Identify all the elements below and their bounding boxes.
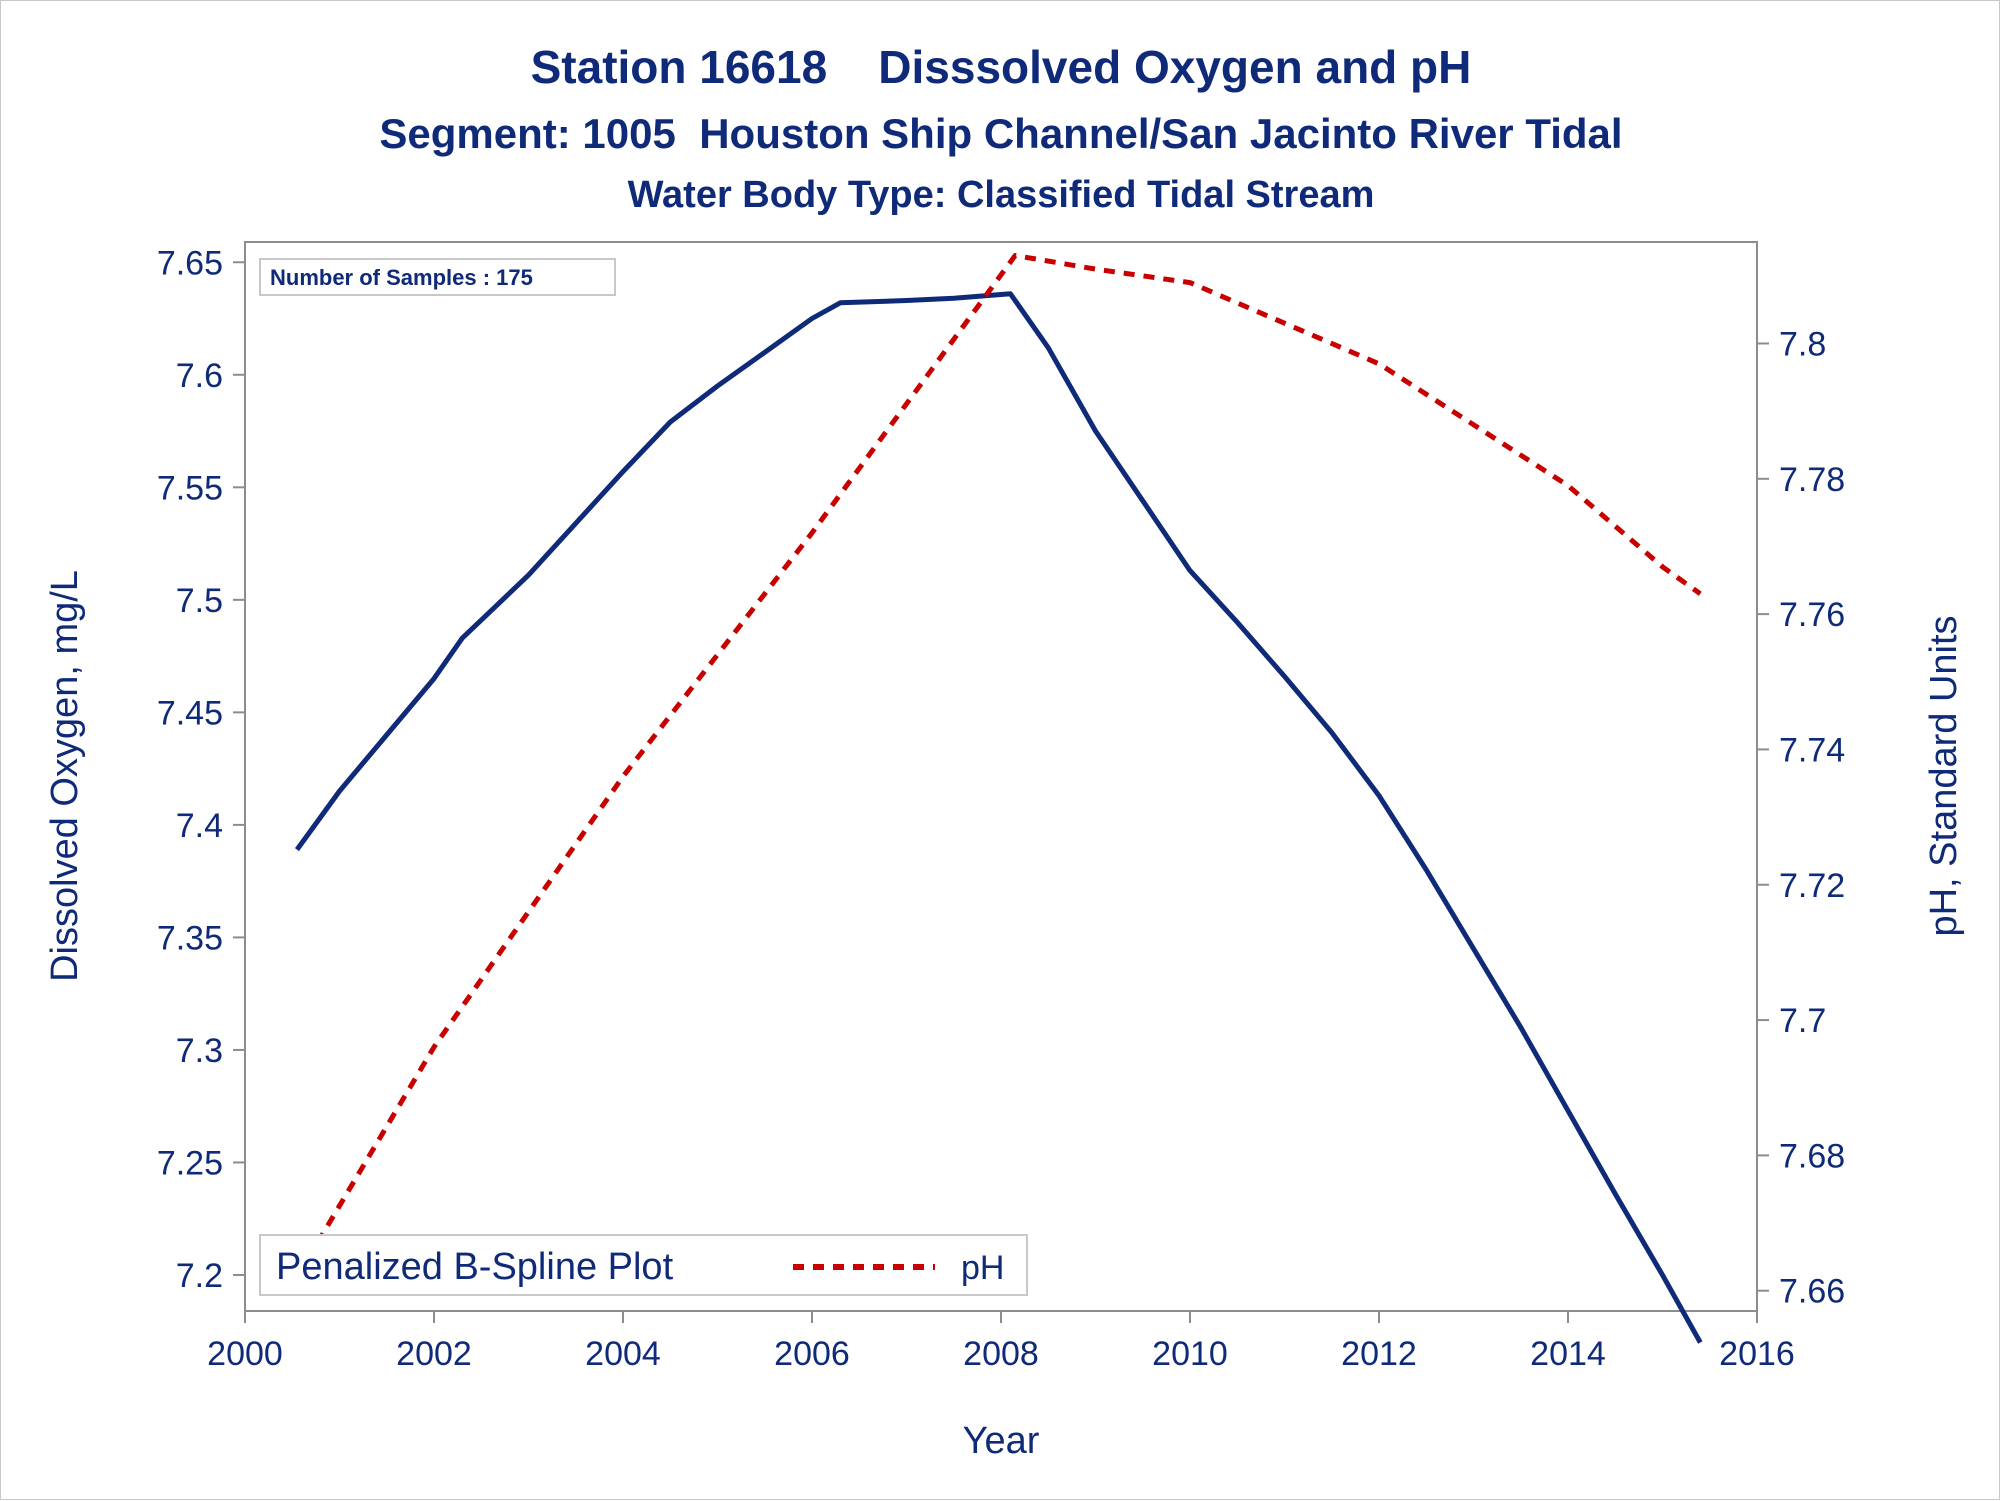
chart-title: Station 16618 Disssolved Oxygen and pH xyxy=(531,41,1472,93)
chart-subtitle-2: Water Body Type: Classified Tidal Stream xyxy=(628,174,1375,216)
inset-box xyxy=(259,258,616,296)
y-tick-label: 7.35 xyxy=(157,919,223,957)
x-tick-label: 2004 xyxy=(585,1335,661,1373)
x-tick-label: 2006 xyxy=(774,1335,850,1373)
y2-axis-label: pH, Standard Units xyxy=(1923,615,1965,936)
y-tick-label: 7.65 xyxy=(157,244,223,282)
x-tick-label: 2016 xyxy=(1719,1335,1795,1373)
x-tick-label: 2000 xyxy=(207,1335,283,1373)
y2-tick-label: 7.66 xyxy=(1779,1273,1845,1311)
y-tick-label: 7.6 xyxy=(176,357,223,395)
y-tick-label: 7.4 xyxy=(176,807,223,845)
legend-title: Penalized B-Spline Plot xyxy=(276,1246,674,1288)
sample-count-text: Number of Samples : 175 xyxy=(270,265,533,290)
x-tick-label: 2008 xyxy=(963,1335,1039,1373)
x-axis: 2000 2002 2004 2006 2008 2010 2012 2014 2016 xyxy=(207,1311,1795,1373)
y2-tick-label: 7.76 xyxy=(1779,596,1845,634)
y-tick-label: 7.45 xyxy=(157,694,223,732)
y-tick-label: 7.3 xyxy=(176,1032,223,1070)
x-axis-label: Year xyxy=(963,1420,1040,1462)
x-tick-label: 2010 xyxy=(1152,1335,1228,1373)
x-tick-label: 2012 xyxy=(1341,1335,1417,1373)
y-tick-label: 7.5 xyxy=(176,582,223,620)
y-tick-label: 7.55 xyxy=(157,469,223,507)
y2-tick-label: 7.7 xyxy=(1779,1002,1826,1040)
series-layer xyxy=(294,253,1703,1344)
y-axis-label: Dissolved Oxygen, mg/L xyxy=(44,570,86,982)
x-tick-label: 2002 xyxy=(396,1335,472,1373)
chart-subtitle: Segment: 1005 Houston Ship Channel/San J… xyxy=(379,110,1622,157)
y2-tick-label: 7.68 xyxy=(1779,1137,1845,1175)
y-axis-right: 7.66 7.68 7.7 7.72 7.74 7.76 7.78 7.8 xyxy=(1757,325,1845,1311)
legend-entry-ph: pH xyxy=(961,1249,1004,1287)
dissolved-oxygen-series-line xyxy=(294,291,1703,1344)
y-tick-label: 7.25 xyxy=(157,1144,223,1182)
y2-tick-label: 7.78 xyxy=(1779,461,1845,499)
legend: Penalized B-Spline Plot pH xyxy=(259,1234,1028,1296)
y2-tick-label: 7.74 xyxy=(1779,731,1845,769)
y-tick-label: 7.2 xyxy=(176,1257,223,1295)
x-tick-label: 2014 xyxy=(1530,1335,1606,1373)
y2-tick-label: 7.8 xyxy=(1779,325,1826,363)
y2-tick-label: 7.72 xyxy=(1779,867,1845,905)
plot-area xyxy=(244,241,1758,1312)
ph-series-line xyxy=(294,253,1702,1279)
y-axis-left: 7.2 7.25 7.3 7.35 7.4 7.45 7.5 7.55 7.6 7.65 xyxy=(157,244,245,1295)
sample-count-inset: Number of Samples : 175 xyxy=(259,258,616,296)
